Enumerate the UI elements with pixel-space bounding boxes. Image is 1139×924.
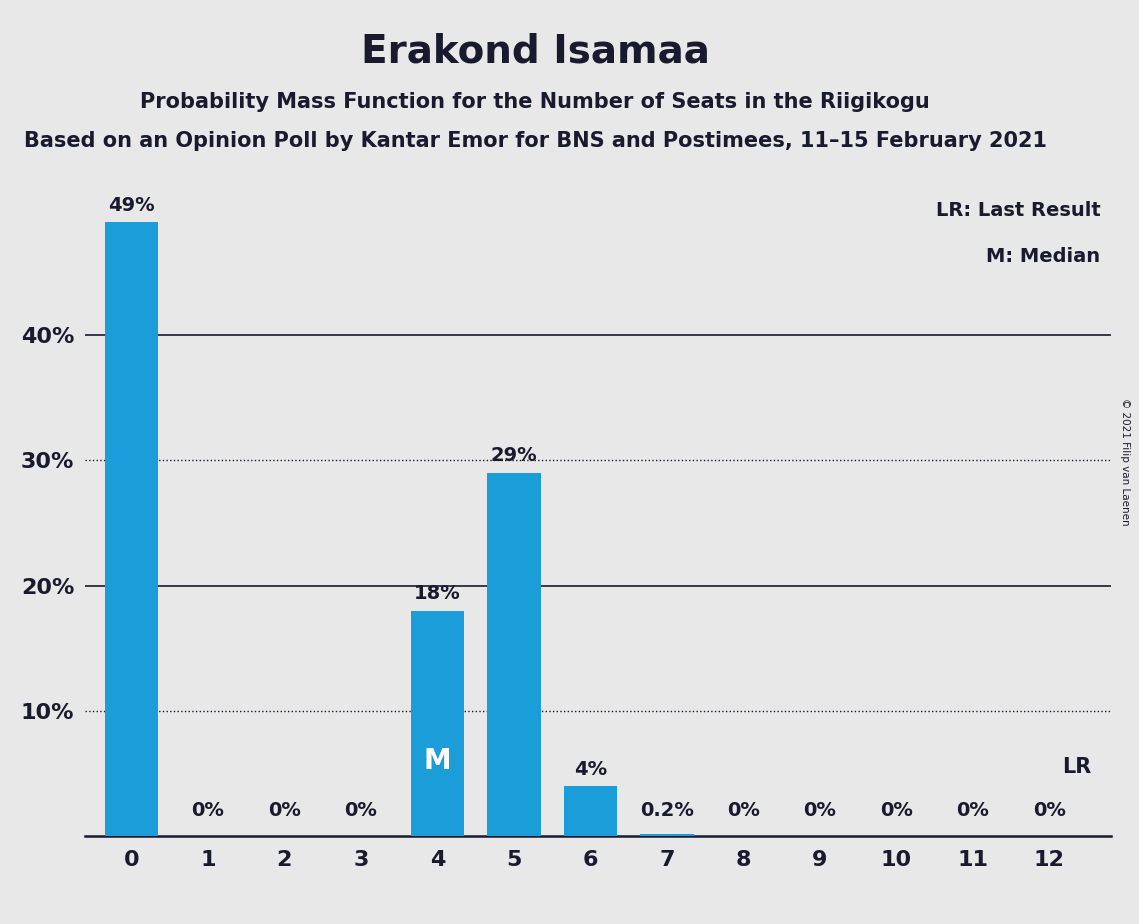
Text: 0%: 0% (803, 801, 836, 820)
Bar (410, 611, 464, 836)
Text: Based on an Opinion Poll by Kantar Emor for BNS and Postimees, 11–15 February 20: Based on an Opinion Poll by Kantar Emor … (24, 131, 1047, 152)
Text: 0%: 0% (727, 801, 760, 820)
Text: 0%: 0% (344, 801, 377, 820)
Text: © 2021 Filip van Laenen: © 2021 Filip van Laenen (1121, 398, 1130, 526)
Text: 0%: 0% (880, 801, 912, 820)
Text: 0%: 0% (1033, 801, 1066, 820)
Text: 0%: 0% (957, 801, 990, 820)
Text: M: Median: M: Median (986, 247, 1100, 266)
Text: 18%: 18% (413, 584, 460, 603)
Text: Erakond Isamaa: Erakond Isamaa (361, 32, 710, 70)
Text: Probability Mass Function for the Number of Seats in the Riigikogu: Probability Mass Function for the Number… (140, 92, 931, 113)
Text: LR: Last Result: LR: Last Result (935, 201, 1100, 220)
Text: M: M (424, 748, 451, 775)
Text: 0.2%: 0.2% (640, 801, 694, 820)
Bar (105, 223, 158, 836)
Text: 0%: 0% (191, 801, 224, 820)
Text: 0%: 0% (268, 801, 301, 820)
Text: LR: LR (1063, 758, 1091, 777)
Text: 29%: 29% (491, 446, 538, 466)
Text: 4%: 4% (574, 760, 607, 779)
Bar (564, 786, 617, 836)
Bar (640, 833, 694, 836)
Text: 49%: 49% (108, 196, 155, 215)
Bar (487, 473, 541, 836)
